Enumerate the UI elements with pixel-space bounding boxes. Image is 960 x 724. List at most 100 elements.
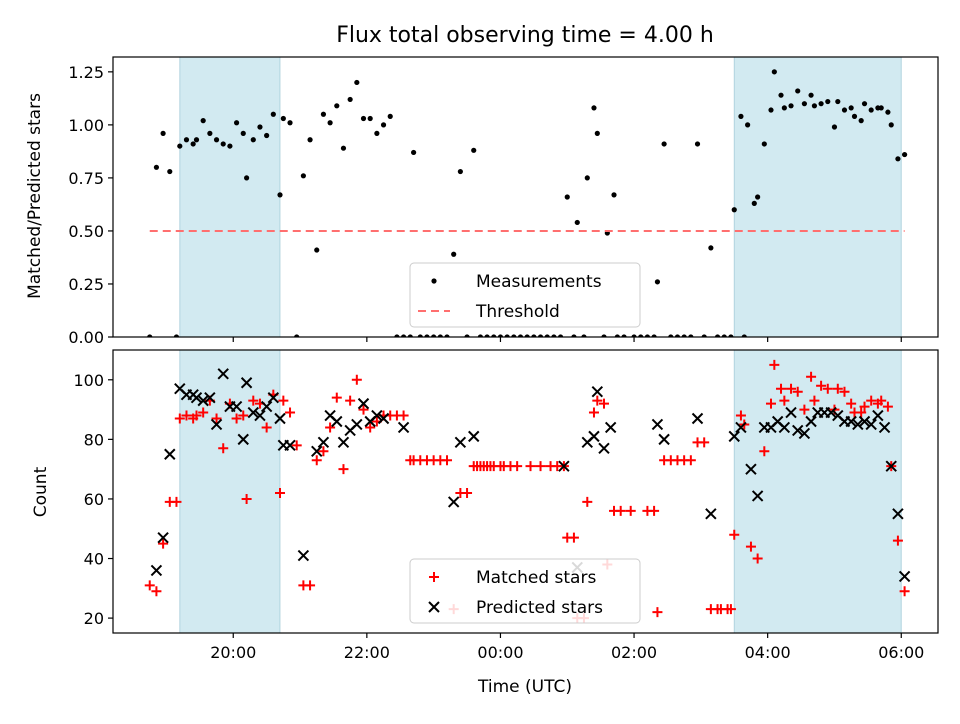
measurement-point [270,111,276,117]
measurement-point [601,334,607,337]
matched-star-point [729,529,740,540]
matched-star-point [765,398,776,409]
matched-star-point [442,455,453,466]
matched-star-point [261,422,272,433]
measurement-point [477,334,484,337]
predicted-star-point [247,406,259,419]
measurement-point [808,92,814,98]
predicted-star-point [351,418,363,431]
measurement-point [200,118,206,124]
matched-star-point [311,455,322,466]
matched-star-point [278,395,289,406]
predicted-star-point [237,433,249,446]
matched-star-point [859,401,870,412]
measurement-point [621,334,627,337]
y-tick-label: 100 [73,371,104,390]
measurement-point [811,103,818,109]
matched-star-point [892,535,903,546]
measurement-point [444,334,450,337]
matched-star-point [191,410,202,421]
measurement-point [714,334,721,337]
predicted-star-point [785,406,797,419]
predicted-star-point [447,496,460,508]
predicted-star-point [454,436,467,449]
predicted-star-point [297,549,310,562]
measurement-point [878,105,884,111]
chart-title: Flux total observing time = 4.00 h [336,23,714,48]
legend-label: Measurements [476,272,602,292]
matched-star-point [151,586,162,597]
matched-star-point [568,532,579,543]
predicted-star-point [357,397,370,410]
predicted-star-point [825,406,837,419]
measurement-point [688,334,694,337]
matched-star-point [792,386,803,397]
measurement-point [895,156,901,162]
measurement-point [190,141,196,147]
measurement-point [644,334,651,337]
matched-star-point [876,395,887,406]
matched-star-point [285,407,296,418]
matched-star-point [615,505,626,516]
measurement-point [504,334,510,337]
predicted-star-point [865,418,877,431]
measurement-point [745,122,751,128]
predicted-star-point [735,421,747,434]
observing-window-shade [733,350,902,633]
matched-star-point [769,359,780,370]
matched-star-point [592,395,603,406]
predicted-star-point [872,409,884,422]
x-axis-label: Time (UTC) [477,677,572,697]
plot-frame [112,349,939,634]
measurement-point [173,334,180,337]
measurement-point [167,168,173,175]
predicted-star-point [260,400,273,413]
matched-star-point [806,371,817,382]
measurement-point [574,219,580,226]
matched-star-point [248,395,259,406]
measurement-point [557,334,564,337]
measurement-point [411,149,417,156]
matched-star-point [799,404,810,415]
predicted-star-point [852,418,864,431]
matched-star-point [238,410,249,421]
measurement-point [240,130,246,136]
predicted-star-point [691,412,704,425]
measurement-point [334,103,340,109]
matched-star-point [398,410,409,421]
measurement-point [367,115,373,122]
measurement-point [674,334,681,337]
measurement-point [451,251,457,257]
matched-star-point [699,437,710,448]
predicted-star-point [274,412,286,425]
measurement-point [781,105,787,111]
measurement-point [147,334,153,337]
measurement-point [771,69,777,75]
measurement-point [885,109,891,115]
measurement-point [153,164,160,170]
predicted-star-point [651,418,664,431]
predicted-star-point [210,418,223,431]
predicted-star-point [337,436,350,449]
measurement-point [193,137,200,143]
predicted-star-point [805,415,817,428]
matched-star-point [588,407,599,418]
matched-star-point [231,413,242,424]
predicted-star-point [751,490,764,502]
measurement-point [327,120,333,126]
predicted-star-point [798,427,811,440]
measurement-point [424,334,430,337]
legend-label: Predicted stars [476,598,603,618]
matched-star-point [305,580,316,591]
predicted-star-point [778,421,791,434]
measurement-point [761,141,767,147]
predicted-star-point [230,400,243,413]
predicted-star-point [591,385,604,398]
measurement-point [564,194,570,200]
measurement-point [638,334,644,337]
measurement-point [888,122,894,128]
predicted-star-point [468,430,480,443]
predicted-star-point [331,415,343,428]
measurement-point [277,192,283,198]
predicted-star-point [204,391,216,404]
